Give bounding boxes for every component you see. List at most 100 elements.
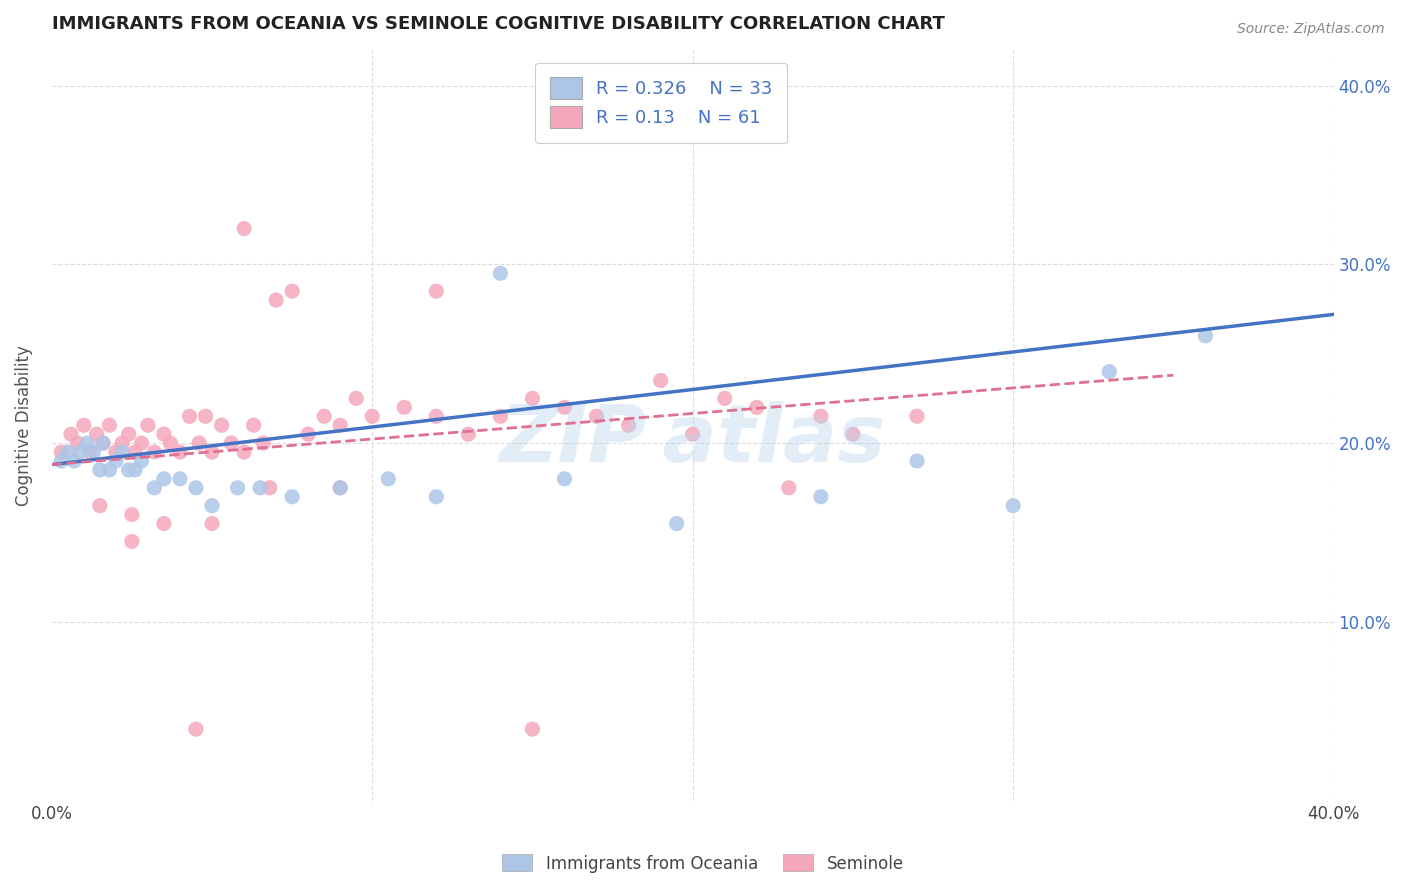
Point (59, 427, 82, 442)
Point (242, 418, 264, 433)
Point (89, 499, 111, 513)
Point (51, 454, 73, 468)
Point (124, 445, 146, 459)
Point (489, 409, 512, 424)
Point (252, 436, 274, 450)
Point (665, 516, 688, 531)
Point (131, 454, 153, 468)
Point (201, 445, 224, 459)
Point (91, 436, 114, 450)
Point (810, 490, 832, 504)
Point (1002, 499, 1025, 513)
Point (159, 436, 181, 450)
Point (425, 490, 447, 504)
Point (394, 401, 416, 415)
Point (377, 472, 399, 486)
Point (51, 445, 73, 459)
Point (63, 454, 86, 468)
Point (66, 436, 89, 450)
Point (1098, 365, 1121, 379)
Point (457, 427, 479, 442)
Point (98, 418, 121, 433)
Point (553, 401, 575, 415)
Point (281, 490, 304, 504)
Point (226, 481, 249, 495)
Point (297, 427, 319, 442)
Legend: R = 0.326    N = 33, R = 0.13    N = 61: R = 0.326 N = 33, R = 0.13 N = 61 (536, 62, 787, 143)
Point (153, 472, 176, 486)
Point (201, 499, 224, 513)
Point (553, 472, 575, 486)
Point (143, 445, 166, 459)
Point (905, 454, 928, 468)
Point (617, 418, 640, 433)
Point (233, 221, 256, 235)
Point (76, 436, 98, 450)
Point (104, 445, 127, 459)
Point (259, 481, 281, 495)
Point (1194, 329, 1216, 343)
Point (111, 445, 134, 459)
Point (131, 436, 153, 450)
Point (56, 445, 79, 459)
Point (124, 463, 146, 477)
Point (682, 427, 704, 442)
Point (118, 427, 141, 442)
Point (179, 409, 201, 424)
Point (329, 481, 352, 495)
Point (73, 418, 96, 433)
Point (98, 463, 121, 477)
Point (169, 472, 191, 486)
Point (425, 284, 447, 298)
Point (233, 445, 256, 459)
Point (522, 392, 544, 406)
Point (329, 481, 352, 495)
Point (281, 284, 304, 298)
Point (264, 293, 287, 307)
Text: IMMIGRANTS FROM OCEANIA VS SEMINOLE COGNITIVE DISABILITY CORRELATION CHART: IMMIGRANTS FROM OCEANIA VS SEMINOLE COGN… (52, 15, 945, 33)
Point (86, 427, 108, 442)
Point (118, 463, 141, 477)
Point (650, 374, 672, 388)
Point (188, 436, 211, 450)
Point (344, 392, 367, 406)
Legend: Immigrants from Oceania, Seminole: Immigrants from Oceania, Seminole (496, 847, 910, 880)
Point (211, 418, 233, 433)
Point (194, 409, 217, 424)
Point (842, 427, 865, 442)
Point (121, 508, 143, 522)
Point (810, 409, 832, 424)
Point (905, 409, 928, 424)
Text: Source: ZipAtlas.com: Source: ZipAtlas.com (1237, 22, 1385, 37)
Y-axis label: Cognitive Disability: Cognitive Disability (15, 345, 32, 506)
Point (522, 722, 544, 736)
Point (79, 445, 101, 459)
Point (314, 409, 336, 424)
Point (89, 463, 111, 477)
Point (143, 481, 166, 495)
Point (169, 445, 191, 459)
Point (136, 418, 159, 433)
Point (153, 427, 176, 442)
Point (425, 409, 447, 424)
Point (111, 436, 134, 450)
Point (184, 722, 207, 736)
Point (778, 481, 800, 495)
Point (745, 401, 768, 415)
Point (329, 418, 352, 433)
Point (104, 454, 127, 468)
Point (69, 445, 91, 459)
Point (91, 436, 114, 450)
Point (713, 392, 735, 406)
Point (201, 516, 224, 531)
Point (361, 409, 384, 424)
Point (219, 436, 242, 450)
Point (489, 266, 512, 280)
Point (249, 481, 271, 495)
Point (585, 409, 607, 424)
Point (153, 516, 176, 531)
Point (82, 445, 104, 459)
Text: ZIP atlas: ZIP atlas (499, 401, 886, 479)
Point (184, 481, 207, 495)
Point (121, 534, 143, 549)
